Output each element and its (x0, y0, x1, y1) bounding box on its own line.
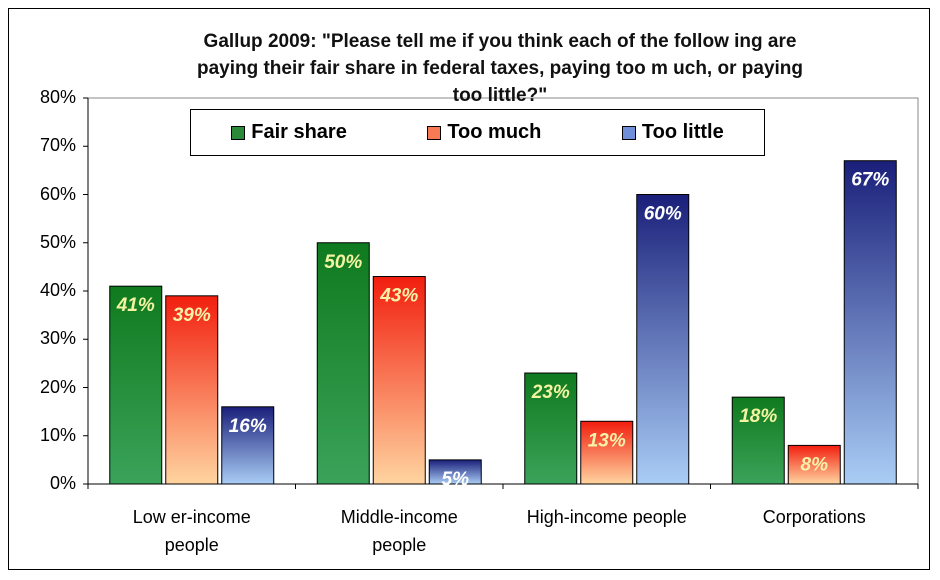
chart-title: Gallup 2009: "Please tell me if you thin… (110, 28, 890, 109)
data-label: 43% (379, 286, 418, 307)
data-label: 50% (324, 252, 362, 273)
y-tick-label: 60% (39, 183, 76, 204)
y-tick-label: 10% (39, 424, 76, 445)
bar-too-much-3 (787, 444, 841, 485)
legend-swatch-too-much (427, 125, 442, 140)
bars (109, 160, 897, 485)
y-tick-label: 70% (39, 135, 76, 156)
x-category-label: High-income people (526, 507, 687, 527)
bar-fair-share-3 (731, 396, 785, 485)
legend-label-fair-share: Fair share (251, 121, 347, 143)
legend: Fair share Too much Too little (190, 109, 765, 156)
bar-too-much-0 (165, 295, 219, 485)
bar-too-much-1 (372, 276, 426, 485)
y-tick-label: 20% (39, 376, 76, 397)
legend-item-too-much: Too much (427, 121, 541, 144)
legend-swatch-too-little (621, 125, 636, 140)
bar-too-little-0 (221, 406, 275, 485)
legend-item-too-little: Too little (621, 121, 724, 144)
y-tick-label: 0% (49, 473, 76, 493)
y-tick-label: 40% (39, 280, 76, 300)
legend-swatch-fair-share (231, 125, 246, 140)
data-label: 8% (801, 454, 829, 475)
bar-too-little-2 (636, 194, 690, 485)
x-category-label: Corporations (762, 507, 866, 527)
x-category-label: Low er-income people (132, 507, 251, 555)
legend-label-too-little: Too little (641, 121, 724, 143)
y-tick-label: 50% (39, 231, 76, 252)
y-tick-label: 80% (39, 87, 76, 107)
x-category-label: Middle-income people (340, 507, 458, 555)
data-label: 23% (531, 382, 570, 403)
data-label: 5% (442, 469, 470, 490)
legend-item-fair-share: Fair share (231, 121, 347, 144)
title-line-3: too little?" (452, 85, 548, 106)
legend-label-too-much: Too much (447, 121, 542, 143)
bar-too-little-3 (843, 160, 897, 485)
data-label: 16% (229, 416, 267, 437)
data-labels: 41% 39% 16% 50% 43% 5% 23% 13% 60% 18% 8% 67% (116, 170, 890, 490)
bar-too-little-1 (428, 459, 482, 485)
y-tick-label: 30% (39, 328, 76, 349)
title-line-1: Gallup 2009: "Please tell me if you thin… (203, 31, 797, 52)
bar-fair-share-1 (316, 242, 370, 485)
data-label: 67% (851, 170, 889, 191)
title-line-2: paying their fair share in federal taxes… (196, 58, 804, 79)
data-label: 18% (739, 406, 777, 427)
bar-fair-share-2 (524, 372, 578, 485)
data-label: 13% (588, 430, 626, 451)
data-label: 60% (644, 204, 682, 225)
data-label: 41% (116, 295, 155, 316)
data-label: 39% (173, 305, 211, 326)
bar-fair-share-0 (109, 285, 163, 485)
bar-too-much-2 (580, 420, 634, 485)
